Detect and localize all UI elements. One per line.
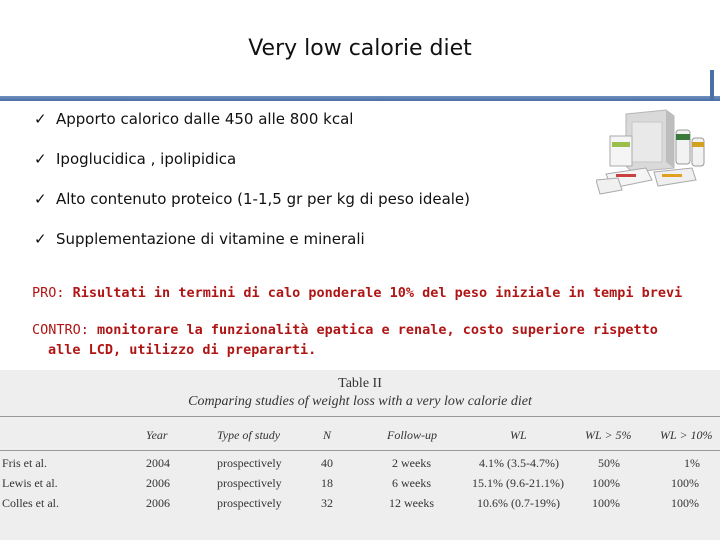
table-header-year: Year — [146, 428, 168, 442]
table-cell-wl5: 50% — [598, 456, 620, 470]
checkmark-icon: ✓ — [34, 190, 47, 208]
table-cell-study: Lewis et al. — [2, 476, 58, 490]
table-header-n: N — [323, 428, 332, 442]
table-title: Table II — [338, 376, 382, 391]
table-cell-wl: 4.1% (3.5-4.7%) — [479, 456, 559, 470]
table-cell-n: 18 — [321, 476, 333, 490]
bullet-text: Supplementazione di vitamine e minerali — [56, 230, 365, 248]
table-cell-type: prospectively — [217, 456, 282, 470]
bullet-item: ✓ Supplementazione di vitamine e minerali — [34, 228, 594, 268]
table-cell-wl: 15.1% (9.6-21.1%) — [472, 476, 564, 490]
table-cell-followup: 2 weeks — [392, 456, 431, 470]
table-cell-wl10: 1% — [684, 456, 700, 470]
diet-products-image — [596, 109, 705, 195]
table-cell-year: 2004 — [146, 456, 170, 470]
table-cell-wl5: 100% — [592, 476, 620, 490]
table-header-wl: WL — [510, 428, 527, 442]
contro-paragraph: CONTRO: monitorare la funzionalità epati… — [32, 320, 692, 360]
table-header-followup: Follow-up — [387, 428, 437, 442]
table-cell-wl: 10.6% (0.7-19%) — [477, 496, 560, 510]
table-cell-year: 2006 — [146, 476, 170, 490]
table-subtitle: Comparing studies of weight loss with a … — [188, 394, 532, 409]
table-header-wl10: WL > 10% — [660, 428, 713, 442]
checkmark-icon: ✓ — [34, 150, 47, 168]
slide-title: Very low calorie diet — [248, 36, 472, 61]
table-header-type: Type of study — [217, 428, 281, 442]
bullet-text: Apporto calorico dalle 450 alle 800 kcal — [56, 110, 354, 128]
pro-text: Risultati in termini di calo ponderale 1… — [72, 285, 683, 301]
checkmark-icon: ✓ — [34, 230, 47, 248]
table-cell-n: 40 — [321, 456, 333, 470]
divider-end-cap — [710, 70, 714, 101]
study-table-image: Table II Comparing studies of weight los… — [0, 370, 720, 540]
table-cell-study: Colles et al. — [2, 496, 59, 510]
contro-text-line1: monitorare la funzionalità epatica e ren… — [97, 322, 658, 338]
table-cell-followup: 12 weeks — [389, 496, 434, 510]
bullet-item: ✓ Alto contenuto proteico (1-1,5 gr per k… — [34, 188, 594, 228]
table-cell-wl10: 100% — [671, 476, 699, 490]
pro-label: PRO: — [32, 285, 65, 301]
table-header-rule — [0, 450, 720, 451]
contro-text-line2: alle LCD, utilizzo di prepararti. — [48, 342, 317, 358]
bullet-text: Ipoglucidica , ipolipidica — [56, 150, 237, 168]
pro-paragraph: PRO: Risultati in termini di calo ponder… — [32, 283, 692, 303]
bullet-list: ✓ Apporto calorico dalle 450 alle 800 kca… — [34, 108, 594, 268]
contro-label: CONTRO: — [32, 322, 89, 338]
table-cell-year: 2006 — [146, 496, 170, 510]
table-cell-wl5: 100% — [592, 496, 620, 510]
bullet-text: Alto contenuto proteico (1-1,5 gr per kg… — [56, 190, 471, 208]
table-cell-type: prospectively — [217, 496, 282, 510]
table-cell-type: prospectively — [217, 476, 282, 490]
bullet-item: ✓ Ipoglucidica , ipolipidica — [34, 148, 594, 188]
table-cell-study: Fris et al. — [2, 456, 47, 470]
table-cell-wl10: 100% — [671, 496, 699, 510]
table-cell-followup: 6 weeks — [392, 476, 431, 490]
checkmark-icon: ✓ — [34, 110, 47, 128]
table-top-rule — [0, 416, 720, 417]
bullet-item: ✓ Apporto calorico dalle 450 alle 800 kca… — [34, 108, 594, 148]
title-divider — [0, 96, 720, 101]
table-cell-n: 32 — [321, 496, 333, 510]
table-header-wl5: WL > 5% — [585, 428, 632, 442]
